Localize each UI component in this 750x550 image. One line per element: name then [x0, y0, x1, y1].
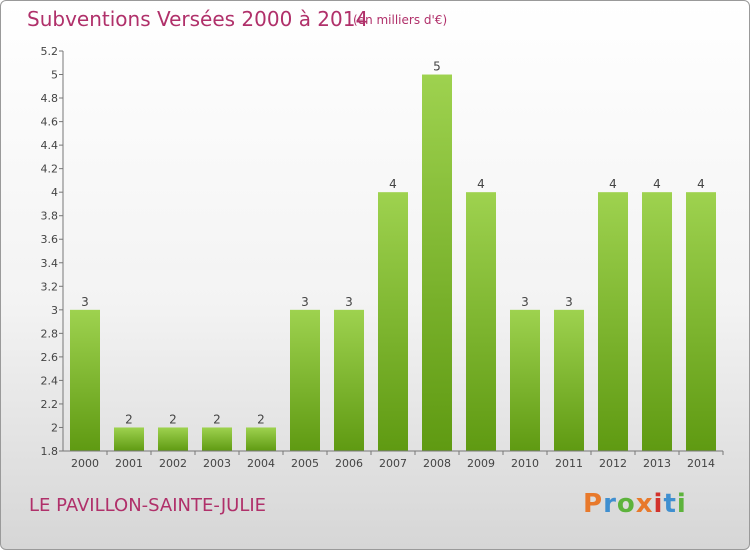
- bar-2010: [510, 309, 540, 451]
- logo-letter: t: [663, 489, 677, 519]
- bar-value-label: 2: [257, 412, 265, 426]
- bar-2014: [686, 192, 716, 452]
- y-tick-label: 5: [51, 69, 58, 82]
- x-tick-label: 2006: [335, 457, 363, 470]
- y-tick-label: 2.2: [41, 398, 59, 411]
- bar-2007: [378, 192, 408, 452]
- x-tick-label: 2000: [71, 457, 99, 470]
- y-tick-label: 4.8: [41, 92, 59, 105]
- x-tick-label: 2001: [115, 457, 143, 470]
- y-tick-label: 2.4: [41, 374, 59, 387]
- x-tick-label: 2002: [159, 457, 187, 470]
- x-tick-label: 2003: [203, 457, 231, 470]
- bar-2006: [334, 309, 364, 451]
- y-tick-label: 3.6: [41, 233, 59, 246]
- x-tick-label: 2004: [247, 457, 275, 470]
- x-tick-label: 2010: [511, 457, 539, 470]
- chart-unit: (en milliers d'€): [353, 13, 448, 27]
- x-tick-label: 2013: [643, 457, 671, 470]
- bar-value-label: 4: [653, 177, 661, 191]
- x-tick-label: 2008: [423, 457, 451, 470]
- bar-value-label: 2: [169, 412, 177, 426]
- logo-letter: o: [616, 489, 636, 519]
- x-tick-label: 2012: [599, 457, 627, 470]
- y-axis: 1.8 2 2.2 2.4 2.6 2.8 3 3.2 3.4 3.6 3.8 4 4.2 4.4 4.6 4…: [41, 45, 64, 458]
- bar-value-label: 2: [213, 412, 221, 426]
- y-tick-label: 4.2: [41, 163, 59, 176]
- proxiti-logo[interactable]: Proxiti: [583, 489, 687, 519]
- y-tick-label: 4.6: [41, 116, 59, 129]
- bar-2003: [202, 427, 232, 451]
- x-tick-label: 2014: [687, 457, 715, 470]
- x-axis: 2000 2001 2002 2003 2004 2005 2006 2007 2008 2009…: [63, 450, 724, 470]
- bar-value-label: 2: [125, 412, 133, 426]
- y-tick-label: 2.6: [41, 351, 59, 364]
- logo-letter: P: [583, 489, 604, 519]
- y-tick-label: 3: [51, 304, 58, 317]
- y-tick-label: 3.4: [41, 257, 59, 270]
- bar-value-label: 4: [697, 177, 705, 191]
- logo-letter: i: [653, 489, 664, 519]
- x-tick-label: 2011: [555, 457, 583, 470]
- bar-2012: [598, 192, 628, 452]
- x-tick-label: 2005: [291, 457, 319, 470]
- y-tick-label: 2.8: [41, 327, 59, 340]
- commune-name: LE PAVILLON-SAINTE-JULIE: [29, 495, 267, 516]
- bar-value-label: 3: [81, 295, 89, 309]
- bar-value-label: 3: [565, 295, 573, 309]
- logo-letter: i: [676, 489, 687, 519]
- bars: 3 2 2 2 2 3 3 4 5 4 3 3 4 4 4: [70, 60, 716, 452]
- y-tick-label: 5.2: [41, 45, 59, 58]
- bar-2005: [290, 309, 320, 451]
- bar-2013: [642, 192, 672, 452]
- bar-2001: [114, 427, 144, 451]
- bar-value-label: 3: [345, 295, 353, 309]
- bar-value-label: 4: [477, 177, 485, 191]
- y-tick-label: 4.4: [41, 139, 59, 152]
- x-tick-label: 2009: [467, 457, 495, 470]
- y-tick-label: 3.2: [41, 280, 59, 293]
- bar-value-label: 4: [609, 177, 617, 191]
- y-tick-label: 1.8: [41, 445, 59, 458]
- bar-2002: [158, 427, 188, 451]
- logo-letter: r: [603, 489, 617, 519]
- y-tick-label: 4: [51, 186, 58, 199]
- chart-title: Subventions Versées 2000 à 2014: [27, 7, 369, 31]
- bar-value-label: 3: [301, 295, 309, 309]
- bar-value-label: 4: [389, 177, 397, 191]
- bar-2000: [70, 309, 100, 451]
- bar-2004: [246, 427, 276, 451]
- bar-2009: [466, 192, 496, 452]
- y-tick-label: 2: [51, 421, 58, 434]
- bar-2011: [554, 309, 584, 451]
- logo-letter: x: [635, 489, 654, 519]
- bar-2008: [422, 74, 452, 451]
- bar-value-label: 3: [521, 295, 529, 309]
- bar-value-label: 5: [433, 60, 441, 74]
- y-tick-label: 3.8: [41, 210, 59, 223]
- x-tick-label: 2007: [379, 457, 407, 470]
